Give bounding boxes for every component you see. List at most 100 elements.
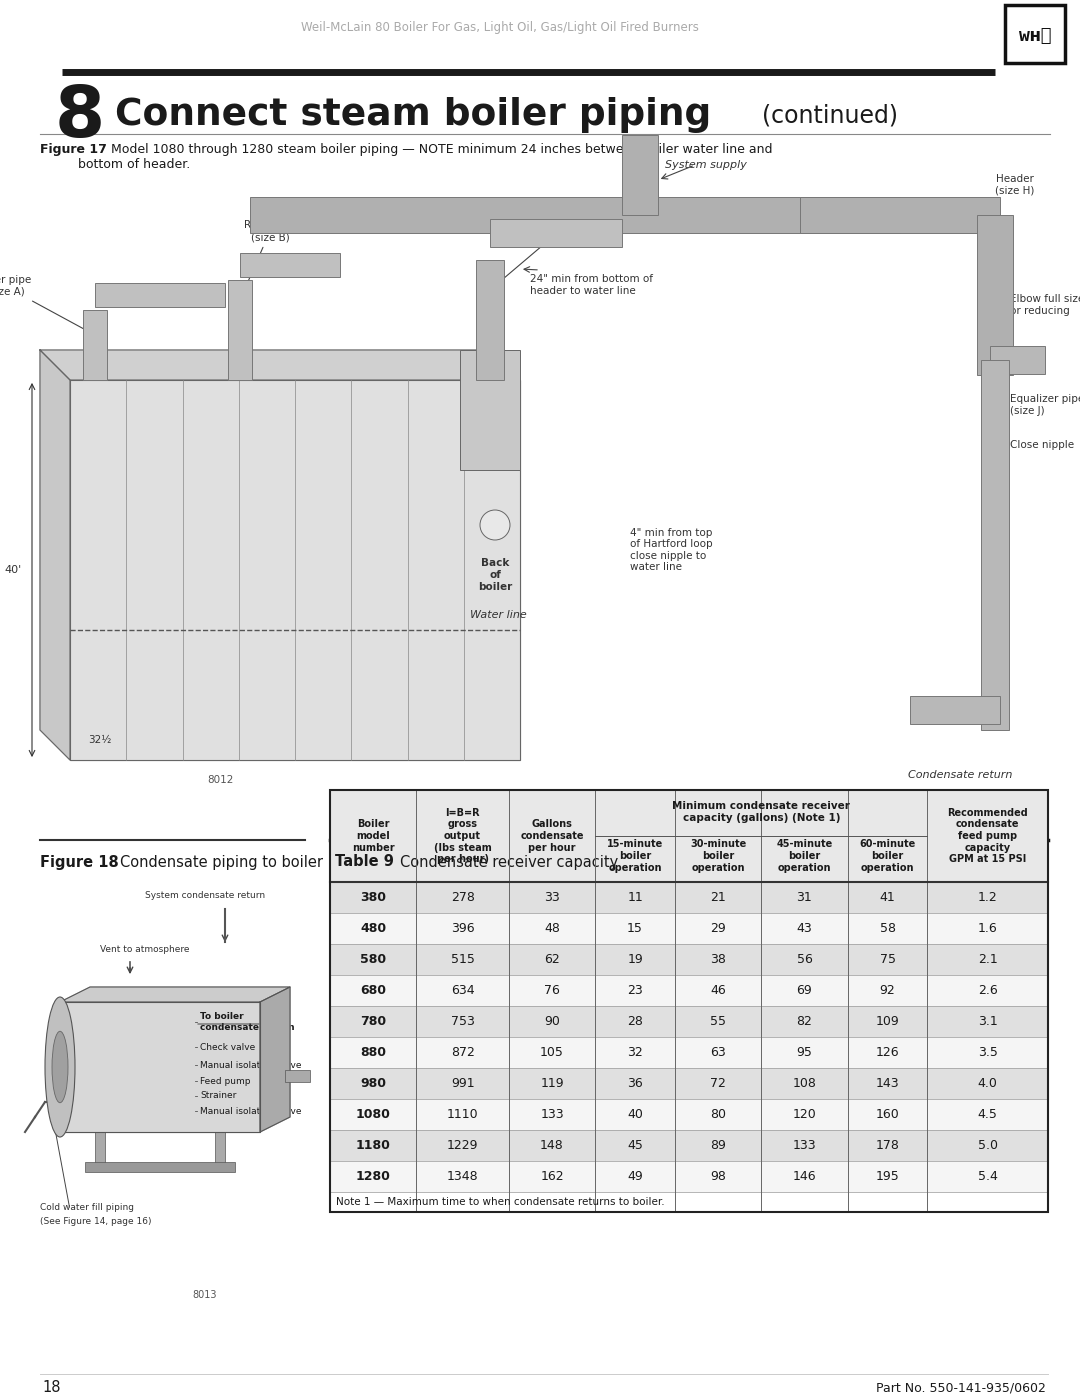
Text: 38: 38: [711, 953, 726, 965]
Text: 49: 49: [627, 1171, 643, 1183]
Text: 89: 89: [711, 1139, 726, 1153]
Bar: [228, 279, 252, 380]
Text: 60-minute
boiler
operation: 60-minute boiler operation: [860, 840, 916, 873]
Text: 105: 105: [540, 1046, 564, 1059]
Text: 82: 82: [797, 1016, 812, 1028]
Text: 31: 31: [797, 891, 812, 904]
Bar: [330, 975, 1048, 1006]
Bar: [476, 260, 504, 380]
Text: 40': 40': [4, 564, 22, 576]
Text: Figure 17: Figure 17: [40, 144, 107, 156]
Text: 4" min from top
of Hartford loop
close nipple to
water line: 4" min from top of Hartford loop close n…: [630, 528, 713, 573]
Bar: [330, 1161, 1048, 1192]
Text: 1229: 1229: [447, 1139, 478, 1153]
Bar: [977, 215, 1013, 374]
Text: 19: 19: [627, 953, 643, 965]
Text: 880: 880: [360, 1046, 387, 1059]
Bar: [330, 1099, 1048, 1130]
Text: 46: 46: [711, 983, 726, 997]
Text: 56: 56: [797, 953, 812, 965]
Text: 48: 48: [544, 922, 559, 935]
Text: Vent to atmosphere: Vent to atmosphere: [100, 944, 189, 954]
Text: 41: 41: [879, 891, 895, 904]
Bar: [981, 360, 1009, 731]
Text: 92: 92: [879, 983, 895, 997]
Text: Part No. 550-141-935/0602: Part No. 550-141-935/0602: [876, 1382, 1047, 1394]
Bar: [330, 944, 1048, 975]
Bar: [95, 1132, 105, 1166]
Ellipse shape: [52, 1031, 68, 1102]
Text: 1.2: 1.2: [977, 891, 998, 904]
Text: 160: 160: [876, 1108, 900, 1120]
Text: 980: 980: [360, 1077, 387, 1090]
Text: 24" min from bottom of
header to water line: 24" min from bottom of header to water l…: [530, 274, 653, 296]
Text: 109: 109: [876, 1016, 900, 1028]
Text: Condensate receiver capacity: Condensate receiver capacity: [400, 855, 618, 869]
Ellipse shape: [480, 510, 510, 541]
Text: 45: 45: [627, 1139, 643, 1153]
Text: Table 9: Table 9: [335, 855, 394, 869]
Text: Elbow full size
or reducing: Elbow full size or reducing: [1010, 295, 1080, 316]
Text: 63: 63: [711, 1046, 726, 1059]
Bar: [800, 197, 1000, 233]
Text: 515: 515: [450, 953, 474, 965]
Text: 753: 753: [450, 1016, 474, 1028]
Bar: [330, 789, 1048, 1213]
Text: 133: 133: [540, 1108, 564, 1120]
Polygon shape: [60, 988, 291, 1002]
Text: 33: 33: [544, 891, 559, 904]
Bar: [330, 1067, 1048, 1099]
Text: 55: 55: [711, 1016, 726, 1028]
Text: (continued): (continued): [762, 103, 897, 129]
Text: 15: 15: [627, 922, 643, 935]
Bar: [95, 284, 225, 307]
Text: 162: 162: [540, 1171, 564, 1183]
Text: 72: 72: [711, 1077, 726, 1090]
Text: 480: 480: [360, 922, 387, 935]
Bar: [330, 1037, 1048, 1067]
Text: 1080: 1080: [355, 1108, 391, 1120]
Text: Weil-McLain 80 Boiler For Gas, Light Oil, Gas/Light Oil Fired Burners: Weil-McLain 80 Boiler For Gas, Light Oil…: [301, 21, 699, 35]
Text: 98: 98: [711, 1171, 726, 1183]
Bar: [240, 253, 340, 277]
Text: Strainer: Strainer: [200, 1091, 237, 1101]
Text: Back
of
boiler: Back of boiler: [477, 559, 512, 591]
Text: 36: 36: [627, 1077, 643, 1090]
Text: Feed pump: Feed pump: [200, 1077, 251, 1085]
Text: 4.0: 4.0: [977, 1077, 998, 1090]
Text: Manual isolation valve: Manual isolation valve: [200, 1106, 301, 1115]
Text: Recommended
condensate
feed pump
capacity
GPM at 15 PSI: Recommended condensate feed pump capacit…: [947, 807, 1028, 865]
Text: 5.4: 5.4: [977, 1171, 998, 1183]
Text: wʜᴜ: wʜᴜ: [1018, 27, 1051, 45]
Text: 872: 872: [450, 1046, 474, 1059]
Bar: [285, 1070, 310, 1083]
Bar: [990, 346, 1045, 374]
Bar: [330, 882, 1048, 914]
Text: Note 1 — Maximum time to when condensate returns to boiler.: Note 1 — Maximum time to when condensate…: [336, 1197, 664, 1207]
Bar: [85, 1162, 235, 1172]
Polygon shape: [40, 351, 519, 380]
Text: 29: 29: [711, 922, 726, 935]
Text: 69: 69: [797, 983, 812, 997]
Text: 8: 8: [55, 82, 105, 151]
Text: 1280: 1280: [355, 1171, 391, 1183]
Text: Riser pipe
(size B): Riser pipe (size B): [241, 221, 296, 296]
Text: Connect steam boiler piping: Connect steam boiler piping: [114, 96, 712, 133]
Text: 8013: 8013: [192, 1289, 217, 1301]
Bar: [490, 219, 622, 247]
Text: I=B=R
gross
output
(lbs steam
per hour): I=B=R gross output (lbs steam per hour): [434, 807, 491, 865]
Text: 5.0: 5.0: [977, 1139, 998, 1153]
Text: 2.1: 2.1: [977, 953, 998, 965]
Bar: [215, 1132, 225, 1166]
Text: bottom of header.: bottom of header.: [78, 158, 190, 172]
Text: 133: 133: [793, 1139, 816, 1153]
Text: 991: 991: [450, 1077, 474, 1090]
Text: 23: 23: [627, 983, 643, 997]
Bar: [622, 136, 658, 215]
Text: 3.1: 3.1: [977, 1016, 998, 1028]
Ellipse shape: [45, 997, 75, 1137]
Bar: [249, 197, 900, 233]
Text: Close nipple: Close nipple: [1010, 440, 1075, 450]
Text: Condensate piping to boiler: Condensate piping to boiler: [120, 855, 323, 869]
Text: 126: 126: [876, 1046, 900, 1059]
